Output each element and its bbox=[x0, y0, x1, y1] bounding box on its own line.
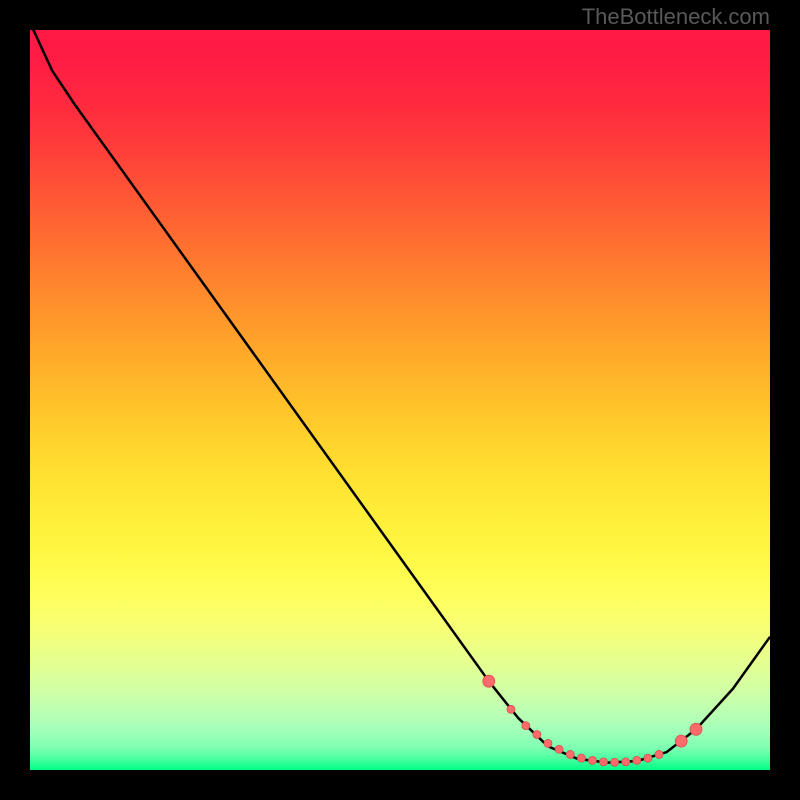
data-marker bbox=[675, 735, 687, 747]
data-marker bbox=[544, 739, 552, 747]
data-marker bbox=[566, 750, 574, 758]
data-marker bbox=[655, 750, 663, 758]
data-marker bbox=[533, 730, 541, 738]
attribution-label: TheBottleneck.com bbox=[582, 4, 770, 30]
data-marker bbox=[600, 758, 608, 766]
curve-layer bbox=[30, 30, 770, 770]
plot-area bbox=[30, 30, 770, 770]
data-marker bbox=[588, 756, 596, 764]
data-marker bbox=[577, 754, 585, 762]
data-marker bbox=[522, 722, 530, 730]
data-marker bbox=[644, 754, 652, 762]
data-marker bbox=[507, 705, 515, 713]
bottleneck-curve bbox=[30, 23, 770, 763]
data-marker bbox=[633, 756, 641, 764]
data-marker bbox=[622, 758, 630, 766]
data-marker bbox=[690, 723, 702, 735]
data-marker bbox=[555, 745, 563, 753]
data-marker bbox=[611, 758, 619, 766]
data-marker bbox=[483, 675, 495, 687]
